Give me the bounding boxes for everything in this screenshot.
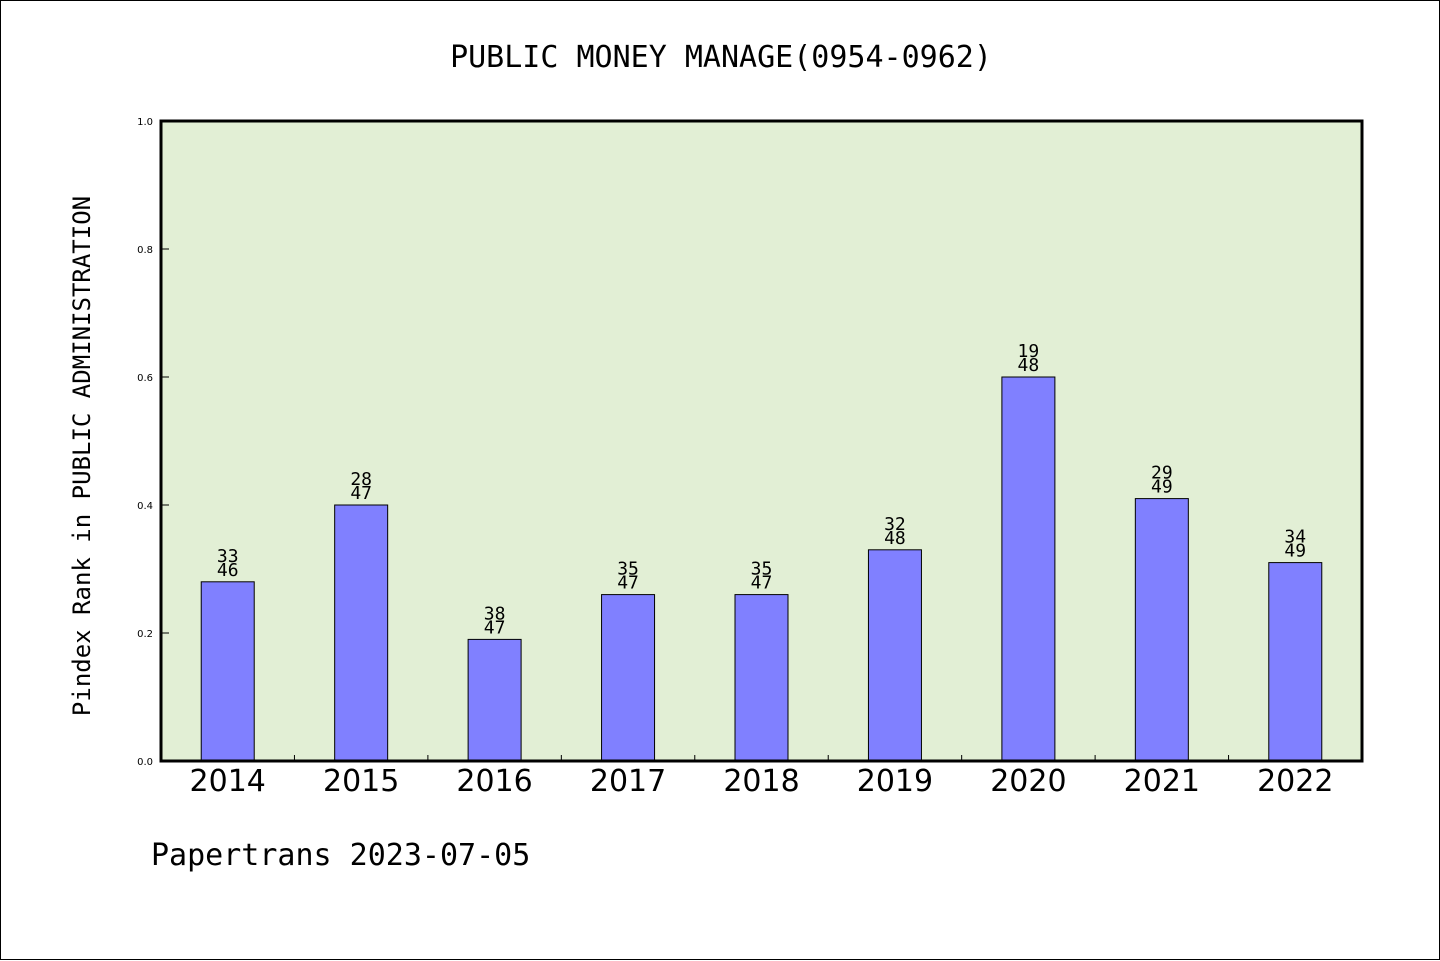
x-tick-label: 2015: [323, 764, 399, 799]
x-tick-label: 2017: [590, 764, 666, 799]
rank-label: 28: [350, 469, 372, 490]
bar-2017: [601, 594, 656, 762]
bar-2020: [1001, 376, 1056, 762]
y-tick-label: 0.2: [137, 629, 153, 640]
rank-label: 33: [217, 546, 239, 567]
plot-border: [159, 119, 1364, 763]
rank-label: 35: [617, 559, 639, 580]
bar-2021: [1134, 498, 1189, 762]
y-tick-label: 0.8: [137, 245, 153, 256]
rank-label: 29: [1151, 463, 1173, 484]
bars: [200, 376, 1323, 762]
x-tick-label: 2014: [190, 764, 266, 799]
x-tick-label: 2016: [456, 764, 532, 799]
y-tick-label: 0.6: [137, 373, 153, 384]
total-label: 48: [1018, 355, 1040, 376]
x-tick-label: 2019: [857, 764, 933, 799]
rank-label: 32: [884, 514, 906, 535]
total-label: 48: [884, 528, 906, 549]
rank-label: 38: [484, 603, 506, 624]
y-tick-label: 1.0: [137, 117, 153, 128]
bar-2014: [200, 581, 255, 762]
total-label: 47: [617, 573, 639, 594]
total-label: 47: [350, 483, 372, 504]
chart-title: PUBLIC MONEY MANAGE(0954-0962): [450, 40, 992, 75]
rank-label: 35: [751, 559, 773, 580]
total-label: 47: [484, 617, 506, 638]
total-label: 47: [751, 573, 773, 594]
y-axis-label: Pindex Rank in PUBLIC ADMINISTRATION: [68, 196, 96, 716]
bar-2019: [867, 549, 922, 762]
rank-label: 19: [1018, 341, 1040, 362]
bar-2016: [467, 638, 522, 762]
bar-2015: [334, 504, 389, 762]
x-tick-label: 2022: [1257, 764, 1333, 799]
total-label: 49: [1151, 477, 1173, 498]
rank-label: 34: [1284, 527, 1306, 548]
x-tick-label: 2020: [990, 764, 1066, 799]
bar-2018: [734, 594, 789, 762]
total-label: 49: [1284, 541, 1306, 562]
bar-2022: [1268, 562, 1323, 762]
y-tick-label: 0.0: [137, 757, 153, 768]
x-tick-label: 2021: [1124, 764, 1200, 799]
footer-credit: Papertrans 2023-07-05: [151, 838, 530, 873]
x-tick-label: 2018: [723, 764, 799, 799]
total-label: 46: [217, 560, 239, 581]
x-axis-ticks: 2014 2015 2016 2017 2018 2019 2020 2021 2022: [190, 755, 1333, 799]
y-tick-label: 0.4: [137, 501, 153, 512]
